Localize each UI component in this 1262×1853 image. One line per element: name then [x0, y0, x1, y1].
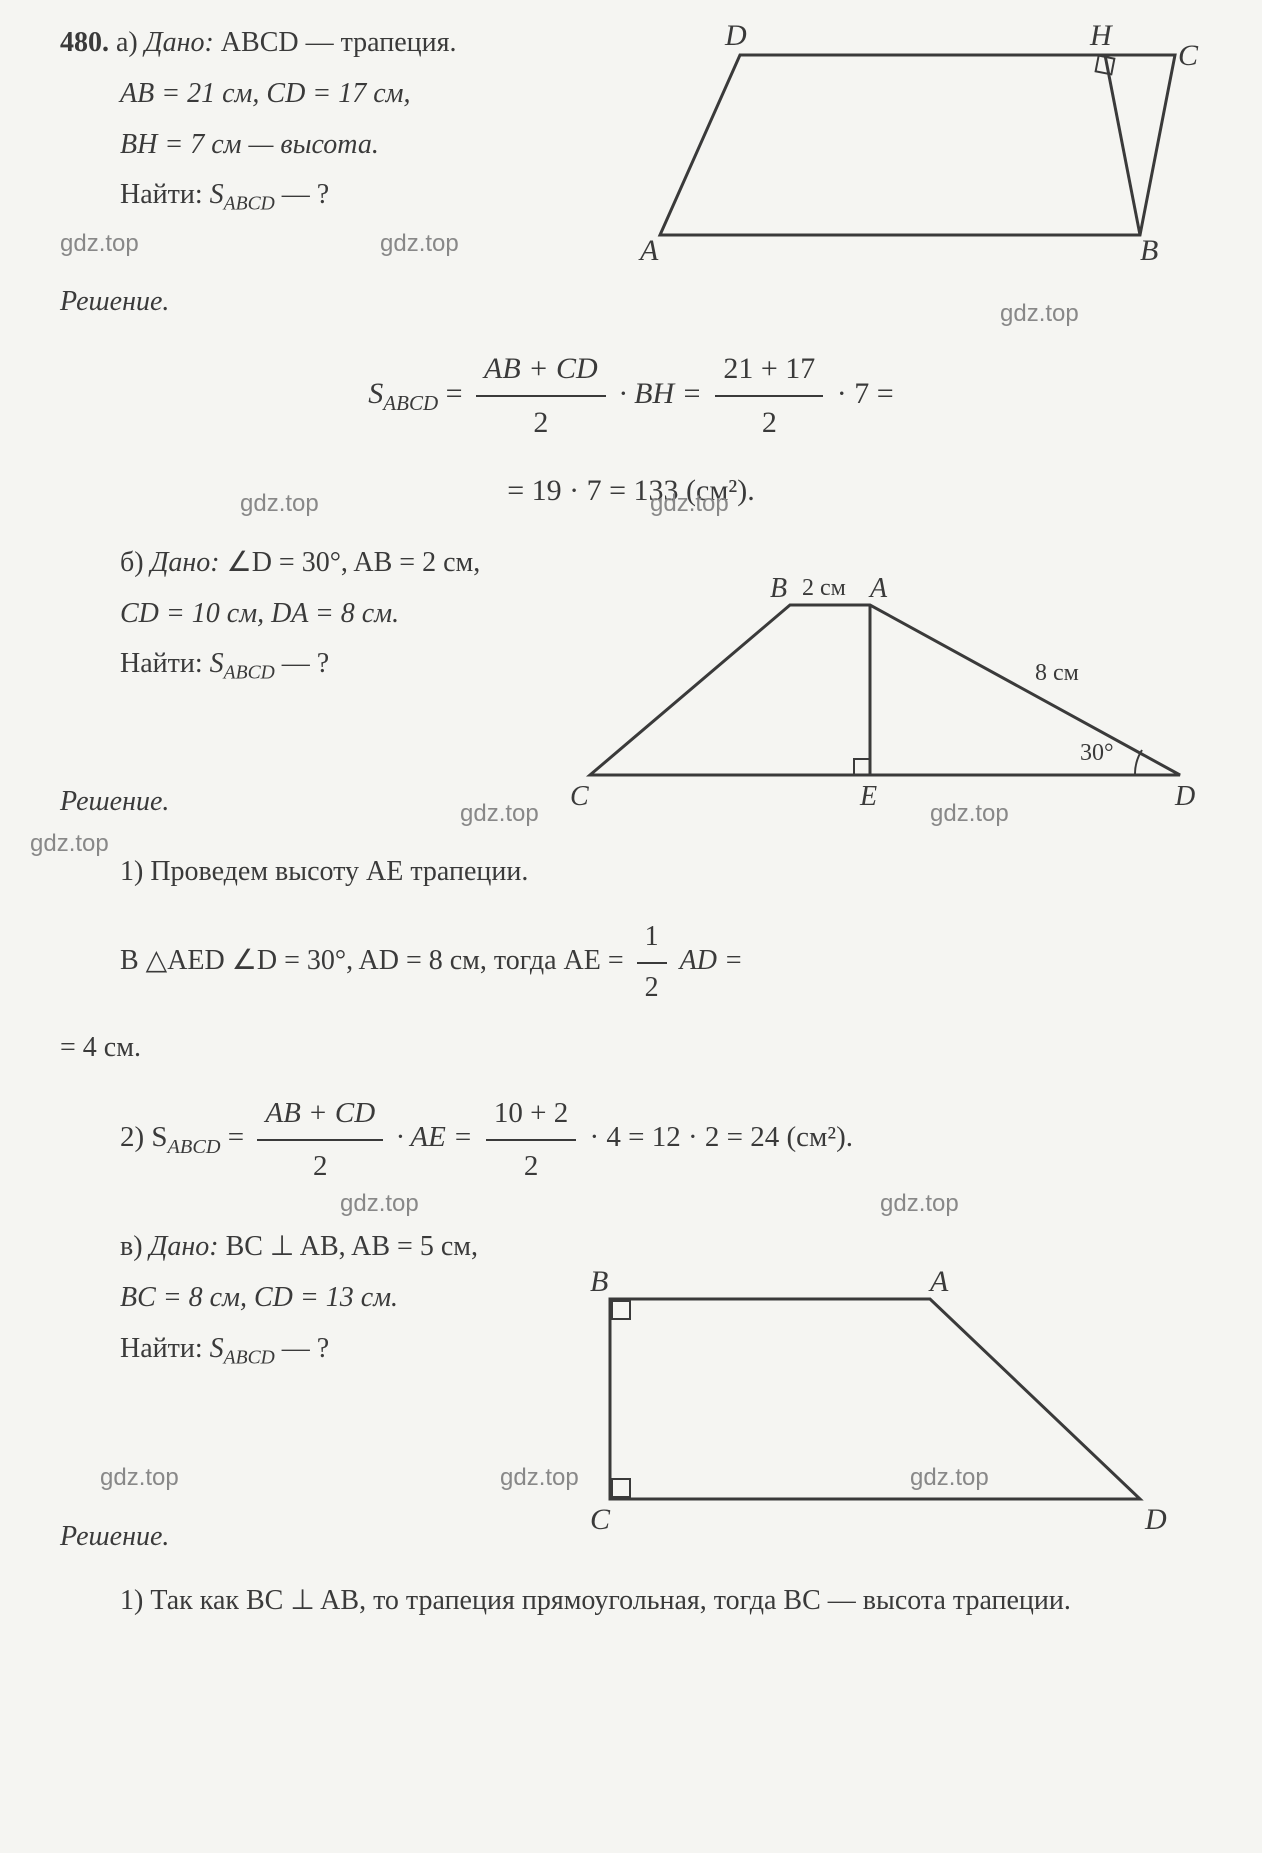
- given-line-1: 480. а) Дано: ABCD — трапеция.: [60, 21, 620, 66]
- watermark: gdz.top: [650, 485, 729, 523]
- part-a: 480. а) Дано: ABCD — трапеция. AB = 21 с…: [60, 15, 1202, 515]
- given-line-1: в) Дано: BC ⊥ AB, AB = 5 см,: [120, 1225, 550, 1270]
- find-line: Найти: SABCD — ?: [120, 173, 620, 220]
- svg-text:D: D: [1174, 781, 1195, 812]
- formula-a-1: SABCD = AB + CD 2 · BH = 21 + 17 2 · 7 =: [60, 345, 1202, 447]
- diagram-b: B 2 см A 8 см 30° C E D: [560, 565, 1200, 825]
- svg-text:A: A: [928, 1265, 949, 1298]
- watermark: gdz.top: [100, 1459, 179, 1497]
- step-1b: В △AED ∠D = 30°, AD = 8 см, тогда AE = 1…: [120, 915, 1202, 1011]
- svg-text:2 см: 2 см: [802, 575, 846, 601]
- given-line-2: BC = 8 см, CD = 13 см.: [120, 1276, 550, 1321]
- given-line-1: б) Дано: ∠D = 30°, AB = 2 см,: [120, 541, 560, 586]
- watermark: gdz.top: [460, 795, 539, 833]
- svg-text:A: A: [638, 234, 659, 265]
- svg-text:C: C: [590, 1503, 611, 1536]
- svg-text:A: A: [868, 573, 888, 604]
- svg-text:C: C: [570, 781, 589, 812]
- find-line: Найти: SABCD — ?: [120, 1327, 550, 1374]
- diagram-a: D H C A B: [620, 15, 1200, 265]
- svg-text:B: B: [1140, 234, 1158, 265]
- watermark: gdz.top: [930, 795, 1009, 833]
- step-2: 2) SABCD = AB + CD 2 · AE = 10 + 2 2 · 4…: [120, 1090, 1202, 1189]
- watermark: gdz.top: [30, 825, 109, 863]
- step-1: 1) Так как BC ⊥ AB, то трапеция прямоуго…: [120, 1579, 1202, 1624]
- given-line-3: BH = 7 см — высота.: [120, 123, 620, 168]
- find-line: Найти: SABCD — ?: [120, 642, 560, 689]
- diagram-c: B A C D: [550, 1259, 1190, 1539]
- svg-text:B: B: [770, 573, 787, 604]
- svg-text:C: C: [1178, 39, 1199, 72]
- watermark: gdz.top: [500, 1459, 579, 1497]
- formula-a-2: = 19 · 7 = 133 (см²).: [60, 467, 1202, 515]
- svg-text:D: D: [1144, 1503, 1167, 1536]
- problem-number: 480.: [60, 27, 109, 58]
- given-line-2: AB = 21 см, CD = 17 см,: [120, 72, 620, 117]
- given-line-2: CD = 10 см, DA = 8 см.: [120, 592, 560, 637]
- svg-text:8 см: 8 см: [1035, 660, 1079, 686]
- watermark: gdz.top: [240, 485, 319, 523]
- watermark: gdz.top: [910, 1459, 989, 1497]
- step-1: 1) Проведем высоту AE трапеции.: [120, 850, 1202, 895]
- watermark: gdz.top: [1000, 295, 1079, 333]
- watermark: gdz.top: [380, 225, 459, 263]
- step-1c: = 4 см.: [60, 1026, 1202, 1071]
- svg-text:D: D: [724, 19, 747, 52]
- svg-text:E: E: [859, 781, 877, 812]
- svg-text:B: B: [590, 1265, 608, 1298]
- watermark: gdz.top: [880, 1185, 959, 1223]
- part-c: в) Дано: BC ⊥ AB, AB = 5 см, BC = 8 см, …: [60, 1219, 1202, 1624]
- svg-text:30°: 30°: [1080, 740, 1114, 766]
- svg-text:H: H: [1089, 19, 1114, 52]
- watermark: gdz.top: [60, 225, 139, 263]
- solution-label: Решение.: [60, 1515, 550, 1560]
- watermark: gdz.top: [340, 1185, 419, 1223]
- part-b: б) Дано: ∠D = 30°, AB = 2 см, CD = 10 см…: [60, 535, 1202, 1189]
